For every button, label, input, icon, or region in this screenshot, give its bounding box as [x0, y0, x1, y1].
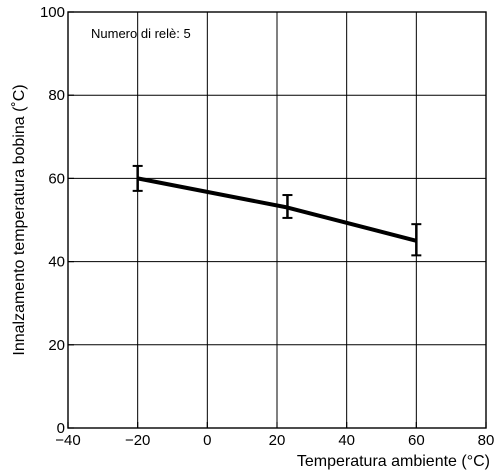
x-axis-label: Temperatura ambiente (°C) — [297, 453, 490, 470]
x-tick-labels: −40 −20 0 20 40 60 80 — [55, 422, 494, 449]
x-tick-label: −20 — [125, 432, 150, 449]
x-tick-label: 40 — [338, 432, 355, 449]
annotation-relay-count: Numero di relè: 5 — [91, 26, 191, 41]
x-tick-label: −40 — [55, 432, 80, 449]
x-tick-label: 60 — [408, 432, 425, 449]
grid — [68, 12, 486, 428]
x-tick-label: 20 — [269, 432, 286, 449]
series-line — [137, 176, 417, 243]
y-tick-labels: 0 20 40 60 80 100 — [40, 4, 74, 437]
y-tick-label: 80 — [48, 87, 65, 104]
x-tick-label: 0 — [203, 432, 211, 449]
x-tick-label: 80 — [478, 432, 495, 449]
y-tick-label: 0 — [57, 420, 65, 437]
y-axis-label: Innalzamento temperatura bobina (˚C) — [11, 84, 28, 355]
y-tick-label: 40 — [48, 254, 65, 271]
y-tick-label: 60 — [48, 170, 65, 187]
y-tick-label: 20 — [48, 337, 65, 354]
y-tick-label: 100 — [40, 4, 65, 21]
